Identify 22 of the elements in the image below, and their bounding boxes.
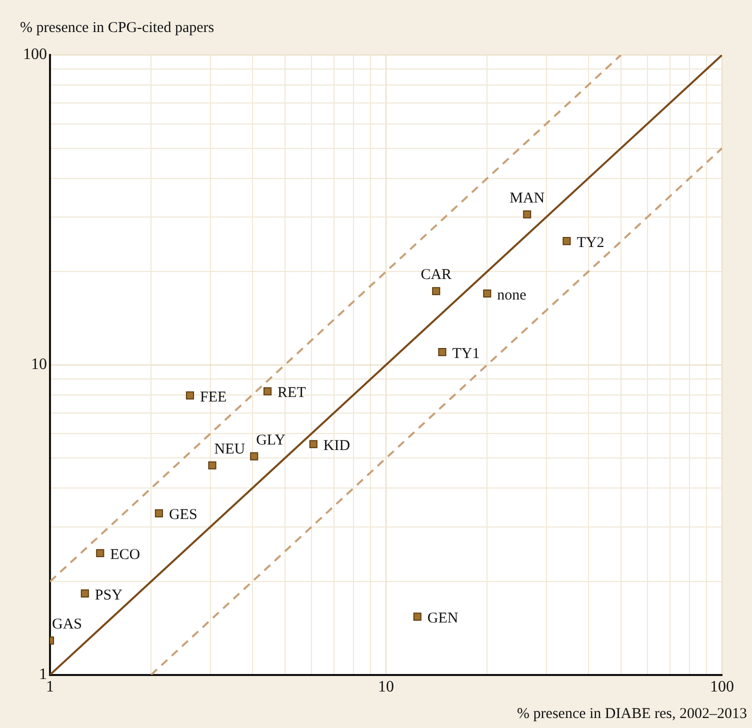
data-label: PSY: [94, 587, 123, 604]
y-tick-label: 100: [23, 46, 47, 64]
y-tick-label: 1: [39, 666, 47, 684]
x-tick-label: 10: [378, 678, 394, 696]
data-label: GEN: [427, 610, 458, 627]
data-label: RET: [278, 385, 306, 402]
y-axis-title: % presence in CPG-cited papers: [20, 20, 214, 36]
data-label: GAS: [52, 616, 82, 632]
x-axis-title: % presence in DIABE res, 2002–2013: [517, 706, 747, 722]
data-label: ECO: [110, 547, 140, 564]
data-label: GES: [168, 507, 198, 524]
x-tick-label: 100: [710, 678, 734, 696]
data-label: MAN: [510, 190, 545, 206]
data-label: TY1: [452, 346, 480, 362]
data-label: FEE: [200, 389, 227, 406]
y-tick-label: 10: [31, 356, 47, 374]
data-label: KID: [323, 438, 350, 454]
data-label: TY2: [576, 234, 604, 251]
data-label: NEU: [214, 441, 246, 458]
data-label: none: [497, 287, 527, 304]
data-label: CAR: [420, 267, 452, 284]
data-label: GLY: [256, 432, 286, 448]
